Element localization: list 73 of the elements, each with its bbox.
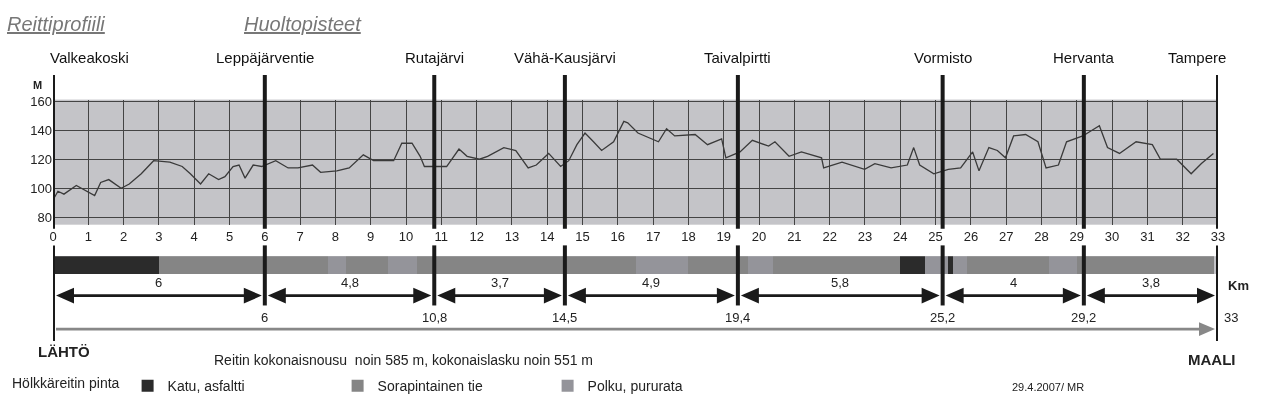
ref-line-label: Tampere (1168, 49, 1227, 66)
x-axis-title: Km (1228, 278, 1249, 293)
x-tick-label: 24 (893, 228, 908, 244)
legend-title: Hölkkäreitin pinta (12, 375, 120, 392)
x-tick-label: 26 (963, 228, 979, 244)
text: 4 (1010, 275, 1018, 290)
chart-title: Reittiprofiili (7, 13, 106, 35)
text: MAALI (1188, 351, 1236, 368)
chart-subtitle: Huoltopisteet (244, 13, 363, 35)
x-tick-label: 31 (1140, 228, 1155, 244)
x-tick-label: 10 (398, 228, 414, 244)
x-tick-label: 27 (998, 228, 1014, 244)
y-axis-title: M (33, 79, 43, 91)
x-tick-label: 9 (367, 228, 375, 244)
text: 19,4 (725, 310, 751, 325)
y-tick-label: 140 (30, 122, 52, 138)
x-tick-label: 22 (822, 228, 837, 244)
text: 6 (155, 275, 163, 290)
text: 14,5 (552, 310, 578, 325)
ref-line-label: Vormisto (914, 49, 973, 66)
y-tick-label: 120 (30, 151, 52, 167)
ref-line-label: Valkeakoski (50, 49, 129, 66)
x-tick-label: 7 (296, 228, 304, 244)
x-tick-label: 8 (331, 228, 340, 244)
x-tick-label: 17 (645, 228, 661, 244)
ref-line-label: Vähä-Kausjärvi (514, 49, 616, 66)
ref-line-label: Leppäjärventie (216, 49, 315, 66)
text: 5,8 (831, 275, 850, 290)
text: Reitin kokonaisnousu noin 585 m, kokonaislasku noin 551 m (214, 352, 594, 368)
x-tick-label: 33 (1210, 228, 1226, 244)
legend-label: Polku, pururata (587, 378, 683, 395)
text: 29.4.2007/ MR (1012, 381, 1085, 393)
x-tick-label: 13 (504, 228, 520, 244)
x-tick-label: 18 (681, 228, 696, 244)
text: 33 (1224, 310, 1239, 325)
x-tick-label: 0 (49, 228, 57, 244)
x-tick-label: 23 (857, 228, 873, 244)
x-tick-label: 11 (434, 228, 449, 244)
x-tick-label: 12 (469, 228, 484, 244)
x-tick-label: 3 (155, 228, 163, 244)
x-tick-label: 25 (928, 228, 943, 244)
x-tick-label: 15 (575, 228, 590, 244)
ref-line-label: Rutajärvi (405, 49, 465, 66)
x-tick-label: 6 (261, 228, 269, 244)
x-tick-label: 20 (751, 228, 767, 244)
text: 29,2 (1071, 310, 1097, 325)
y-tick-label: 80 (37, 209, 52, 225)
x-tick-label: 5 (225, 228, 234, 244)
text: 4,9 (642, 275, 661, 290)
text: LÄHTÖ (38, 343, 90, 360)
y-tick-label: 160 (30, 93, 52, 109)
x-tick-label: 30 (1104, 228, 1120, 244)
x-tick-label: 2 (119, 228, 128, 244)
text: 4,8 (341, 275, 360, 290)
x-tick-label: 21 (787, 228, 802, 244)
x-tick-label: 28 (1034, 228, 1049, 244)
text: 25,2 (930, 310, 956, 325)
text: 10,8 (422, 310, 448, 325)
x-tick-label: 19 (716, 228, 731, 244)
legend-label: Katu, asfaltti (167, 378, 245, 395)
text: 6 (261, 310, 269, 325)
x-tick-label: 16 (610, 228, 626, 244)
y-tick-label: 100 (30, 180, 52, 196)
text: 3,8 (1142, 275, 1161, 290)
legend-label: Sorapintainen tie (377, 378, 483, 395)
ref-line-label: Taivalpirtti (704, 49, 771, 66)
ref-line-label: Hervanta (1053, 49, 1115, 66)
x-tick-label: 1 (84, 228, 92, 244)
x-tick-label: 14 (540, 228, 555, 244)
x-tick-label: 29 (1069, 228, 1085, 244)
x-tick-label: 4 (190, 228, 198, 244)
text: 3,7 (491, 275, 510, 290)
x-tick-label: 32 (1175, 228, 1190, 244)
